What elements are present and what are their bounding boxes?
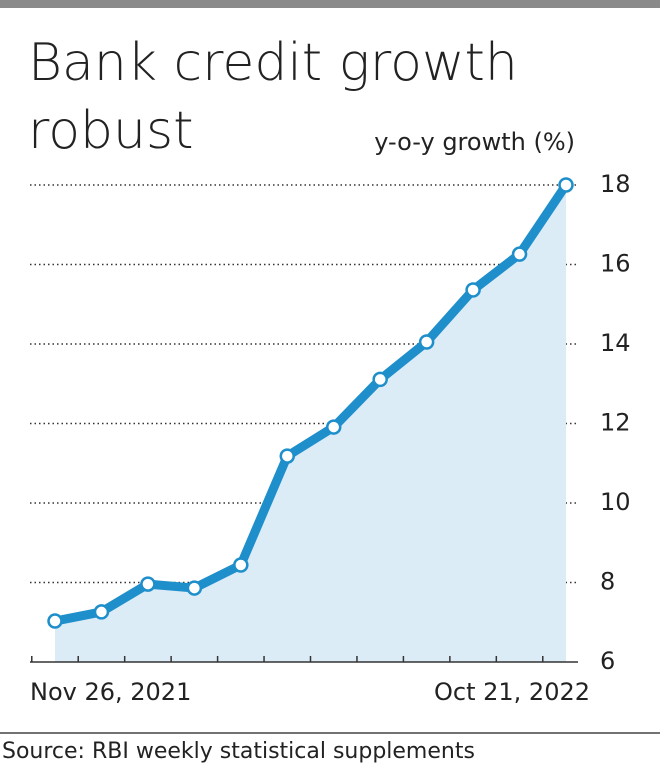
marker — [233, 557, 249, 573]
marker — [47, 613, 63, 629]
chart-title: Bank credit growth — [28, 33, 518, 93]
y-axis-label: y-o-y growth (%) — [374, 128, 575, 156]
y-tick-label: 10 — [600, 488, 631, 516]
area — [55, 185, 566, 662]
y-tick-label: 8 — [600, 568, 615, 596]
y-tick-label: 16 — [600, 250, 631, 278]
chart-title: robust — [28, 101, 194, 161]
source: Source: RBI weekly statistical supplemen… — [2, 739, 475, 764]
y-tick-label: 6 — [600, 647, 615, 675]
marker — [558, 177, 574, 193]
line — [50, 180, 571, 626]
marker — [140, 576, 156, 592]
y-tick-label: 12 — [600, 409, 631, 437]
x-tick-label: Nov 26, 2021 — [30, 678, 191, 706]
y-tick-label: 18 — [600, 170, 631, 198]
marker — [418, 334, 435, 350]
marker — [279, 448, 296, 464]
y-tick-label: 14 — [600, 329, 631, 357]
marker — [511, 246, 528, 262]
marker — [93, 604, 110, 620]
top-bar — [0, 0, 660, 8]
marker — [465, 282, 481, 298]
marker — [372, 371, 388, 388]
marker — [186, 580, 203, 596]
x-tick-label: Oct 21, 2022 — [434, 678, 590, 706]
marker — [325, 419, 342, 435]
